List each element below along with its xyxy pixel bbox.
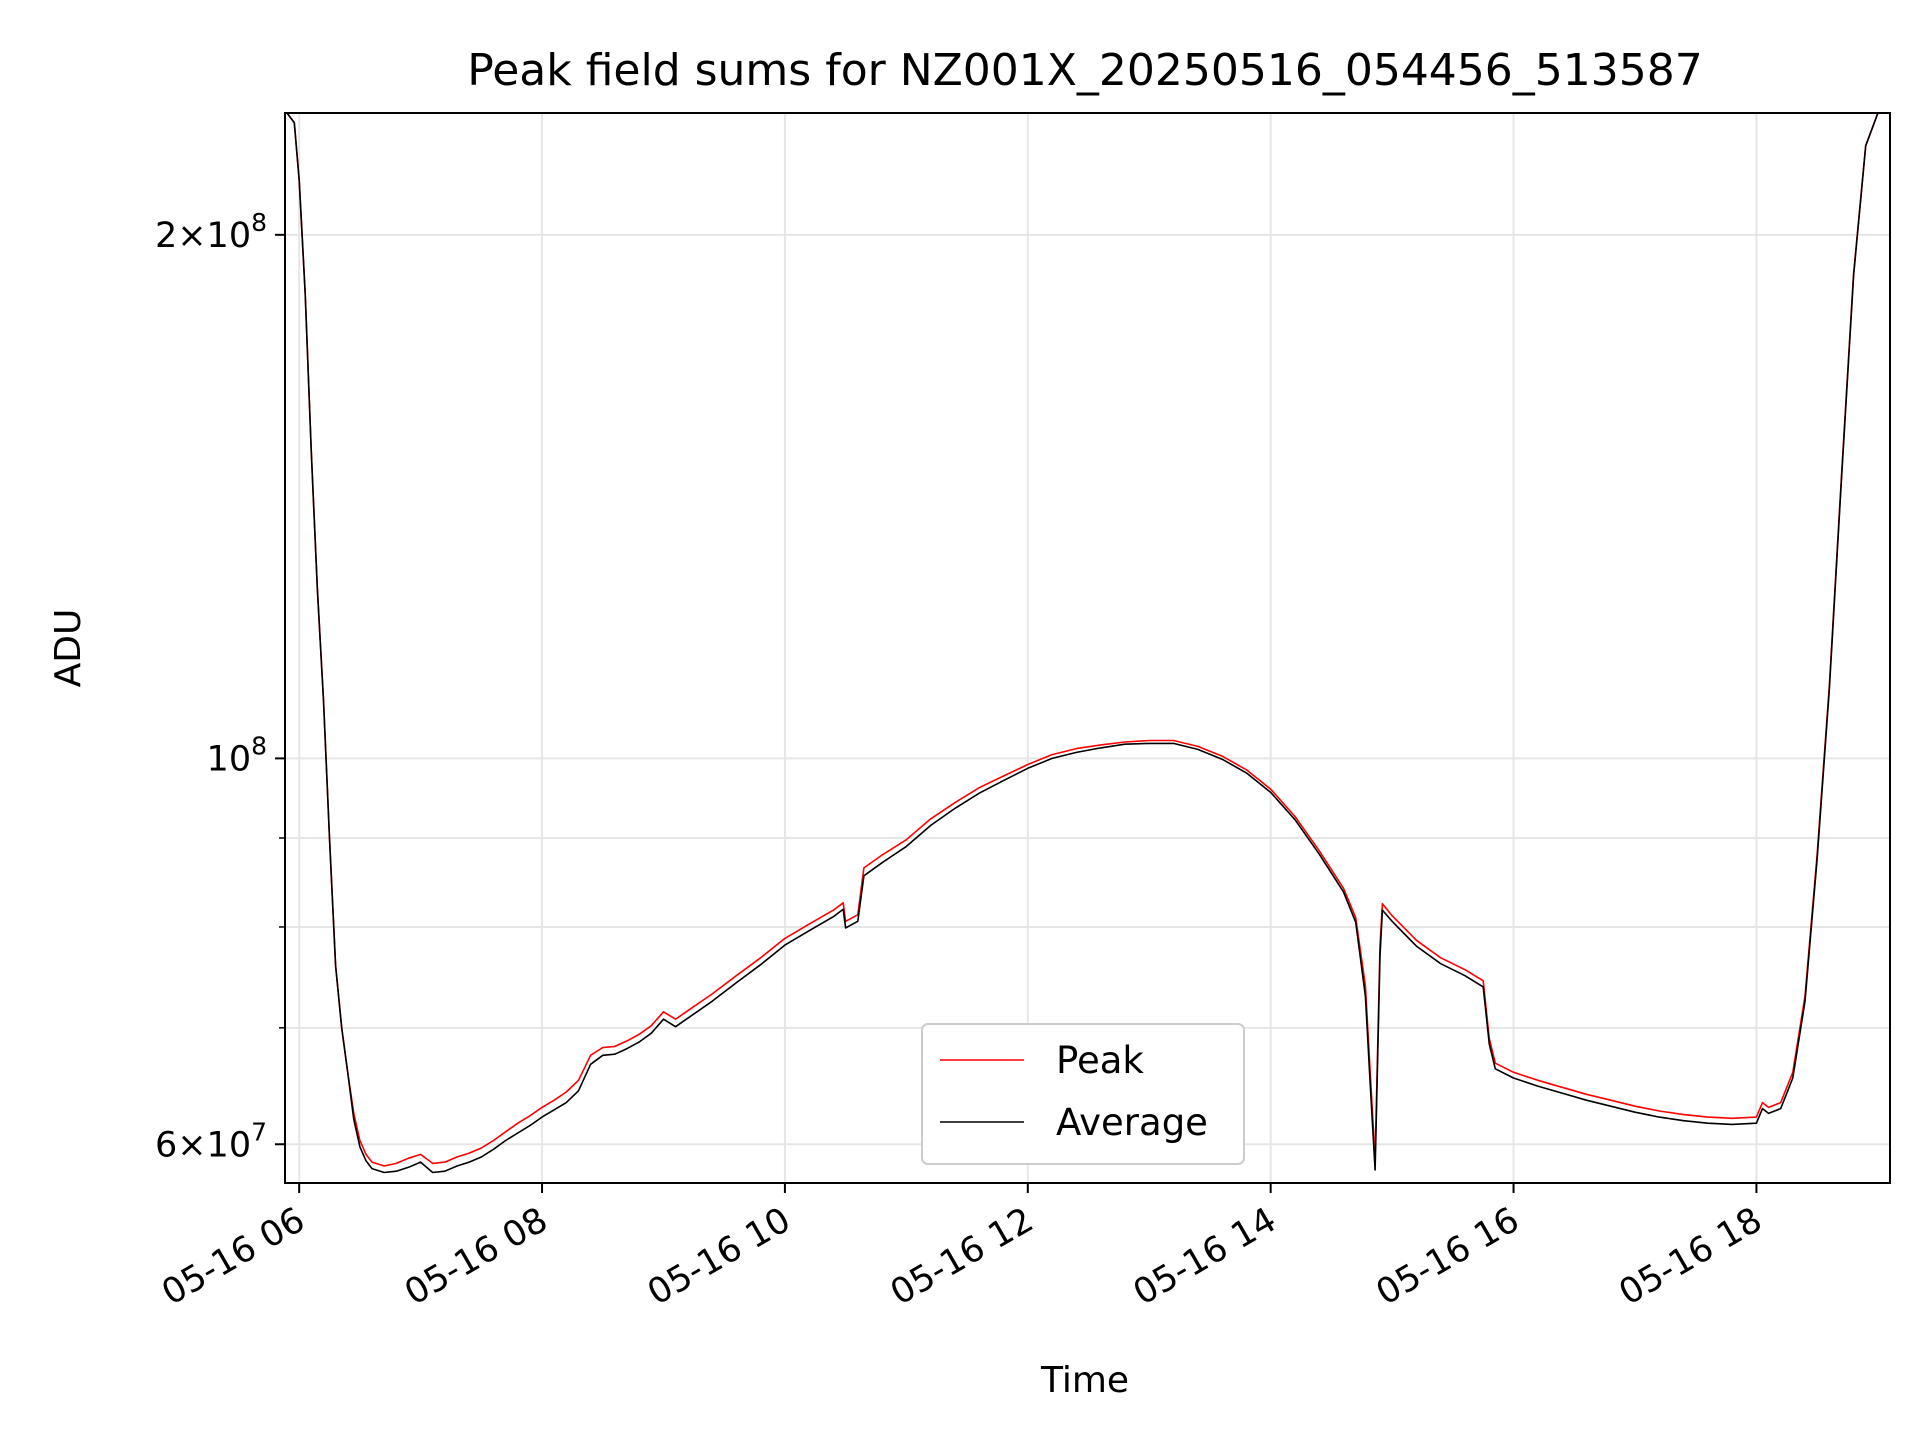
y-tick-label: 6×107 (155, 1117, 267, 1165)
series-layer (286, 113, 1890, 1174)
chart-title: Peak field sums for NZ001X_20250516_0544… (467, 45, 1703, 96)
series-line-peak (286, 113, 1890, 1167)
legend-label-average: Average (1056, 1101, 1208, 1144)
x-axis-label: Time (1040, 1360, 1129, 1401)
series-line-average (286, 113, 1890, 1174)
legend-box (921, 1023, 1245, 1165)
legend-label-peak: Peak (1056, 1039, 1144, 1082)
y-tick-label: 108 (207, 731, 267, 779)
legend: Peak Average (921, 1023, 1245, 1165)
y-axis-label: ADU (48, 609, 89, 688)
plot-frame (284, 112, 1891, 1184)
y-tick-label: 2×108 (155, 208, 267, 256)
